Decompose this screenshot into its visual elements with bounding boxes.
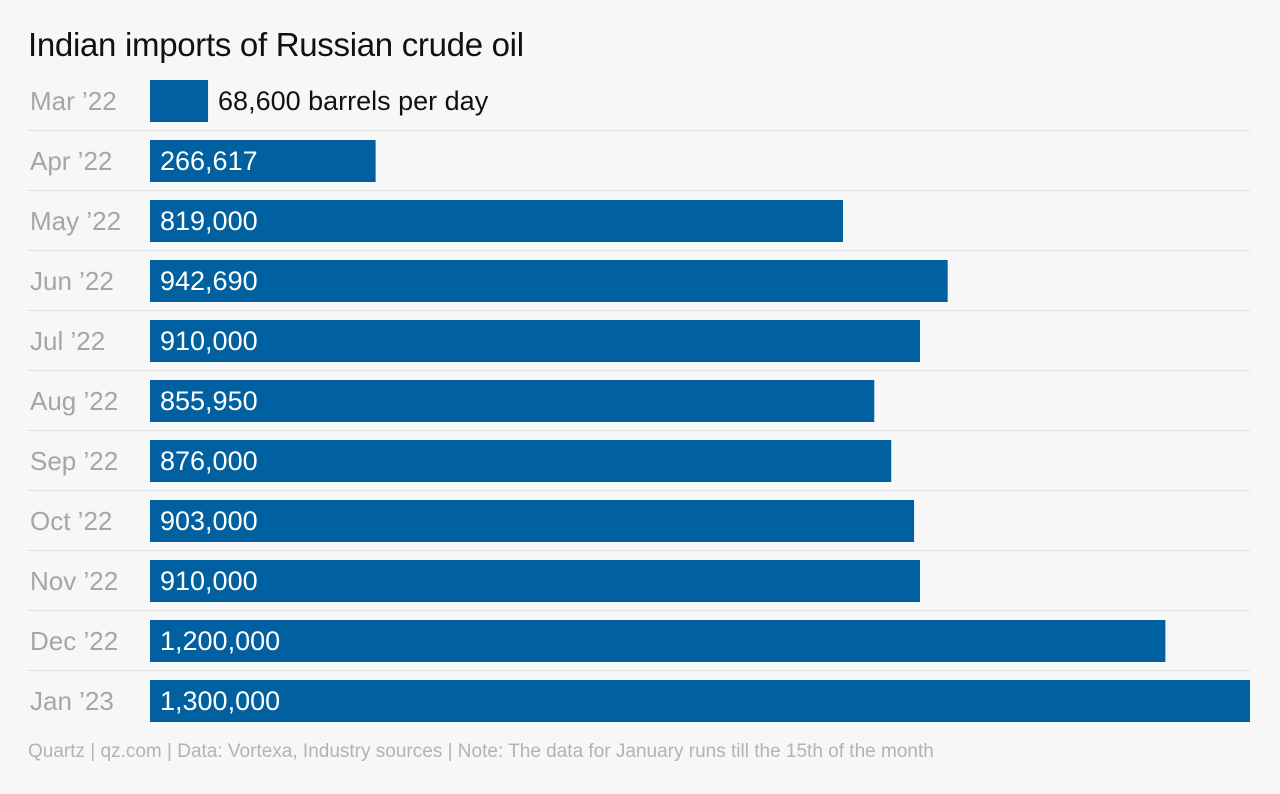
bar (150, 200, 843, 242)
value-label: 910,000 (160, 566, 258, 596)
bar (150, 80, 209, 122)
bar (150, 260, 948, 302)
value-label: 819,000 (160, 206, 258, 236)
bar (150, 380, 875, 422)
value-label: 1,200,000 (160, 626, 280, 656)
value-label: 910,000 (160, 326, 258, 356)
category-label: Jun ’22 (30, 266, 114, 296)
value-label: 876,000 (160, 446, 258, 476)
value-label: 855,950 (160, 386, 258, 416)
value-label: 1,300,000 (160, 686, 280, 716)
bar (150, 500, 915, 542)
value-label: 942,690 (160, 266, 258, 296)
category-label: Jan ’23 (30, 686, 114, 716)
category-label: Oct ’22 (30, 506, 112, 536)
chart-title: Indian imports of Russian crude oil (28, 26, 524, 63)
value-label: 266,617 (160, 146, 258, 176)
category-label: Apr ’22 (30, 146, 112, 176)
bar (150, 680, 1250, 722)
category-label: Nov ’22 (30, 566, 118, 596)
category-label: Aug ’22 (30, 386, 118, 416)
value-label: 903,000 (160, 506, 258, 536)
category-label: Dec ’22 (30, 626, 118, 656)
bar (150, 560, 920, 602)
category-label: Jul ’22 (30, 326, 105, 356)
value-label: 68,600 barrels per day (218, 86, 489, 116)
bar (150, 320, 920, 362)
bar (150, 440, 892, 482)
bar (150, 140, 376, 182)
bar (150, 620, 1166, 662)
category-label: May ’22 (30, 206, 121, 236)
chart-footer: Quartz | qz.com | Data: Vortexa, Industr… (28, 741, 934, 762)
category-label: Sep ’22 (30, 446, 118, 476)
category-label: Mar ’22 (30, 86, 117, 116)
